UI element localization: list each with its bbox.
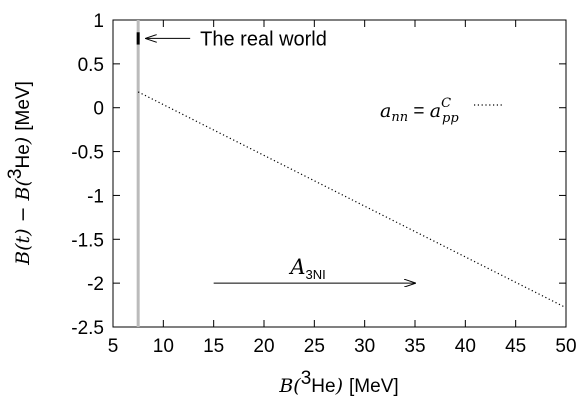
legend-nn-sub: nn xyxy=(391,110,408,125)
x-tick-label: 15 xyxy=(203,336,224,357)
xlabel-lead: B( xyxy=(278,375,301,397)
y-tick-label: 0.5 xyxy=(78,55,104,76)
x-tick-label: 25 xyxy=(304,336,325,357)
xlabel-text: He xyxy=(311,376,335,397)
y-tick-label: -1 xyxy=(87,186,104,207)
ylabel-sup: 3 xyxy=(5,168,26,179)
ylabel-unit: [MeV] xyxy=(13,81,34,131)
legend-equals: = xyxy=(408,101,430,122)
ylabel-text: He xyxy=(13,144,34,168)
y-tick-label: -0.5 xyxy=(71,143,104,164)
x-tick-label: 10 xyxy=(153,336,174,357)
legend: ann = aC pp xyxy=(380,96,502,126)
y-axis-label: B(t) − B(3He) [MeV] xyxy=(5,81,34,266)
x-tick-label: 30 xyxy=(354,336,375,357)
legend-c-sup: C xyxy=(441,96,451,111)
x-tick-label: 45 xyxy=(505,336,526,357)
a3ni-label: A3NI xyxy=(288,255,325,282)
x-tick-label: 40 xyxy=(455,336,476,357)
a3ni-sub: 3NI xyxy=(306,267,326,282)
x-axis-label: B(3He) [MeV] xyxy=(278,368,398,397)
y-tick-label: -2.5 xyxy=(71,318,104,339)
y-tick-label: 0 xyxy=(93,99,104,120)
x-tick-label: 50 xyxy=(555,336,576,357)
xlabel-close: ) xyxy=(335,375,343,397)
y-tick-label: -2 xyxy=(87,274,104,295)
y-tick-label: 1 xyxy=(93,11,104,32)
real-world-label: The real world xyxy=(200,28,327,50)
legend-a: a xyxy=(380,100,391,122)
xlabel-sup: 3 xyxy=(301,368,312,389)
y-ticks: 1 0.5 0 -0.5 -1 -1.5 -2 -2.5 xyxy=(71,11,566,339)
xlabel-unit: [MeV] xyxy=(349,376,399,397)
x-tick-label: 35 xyxy=(404,336,425,357)
a3ni-base: A xyxy=(288,255,305,279)
x-ticks: 5 10 15 20 25 30 35 40 45 50 xyxy=(108,20,577,357)
legend-pp-sub: pp xyxy=(442,111,459,126)
x-tick-label: 20 xyxy=(253,336,274,357)
ylabel-p1: B(t) − B( xyxy=(12,178,34,265)
plot-frame xyxy=(112,19,567,328)
ylabel-close: ) xyxy=(12,137,34,145)
x-tick-label: 5 xyxy=(108,336,119,357)
y-tick-label: -1.5 xyxy=(71,230,104,251)
legend-a2: a xyxy=(430,100,441,122)
series-line xyxy=(137,91,567,309)
legend-label: ann = aC pp xyxy=(380,96,459,126)
